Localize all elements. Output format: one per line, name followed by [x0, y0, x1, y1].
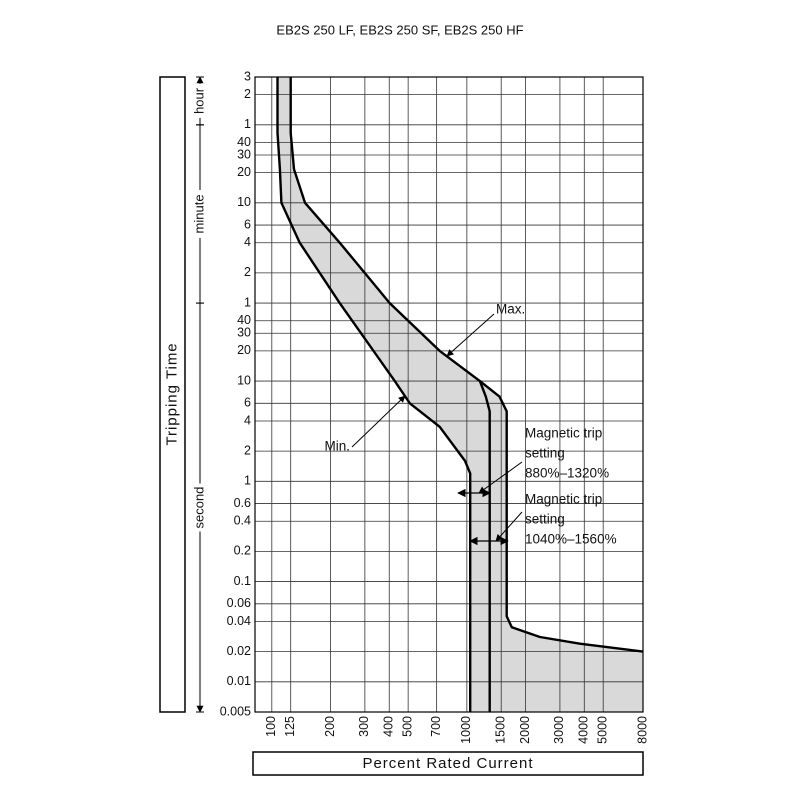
unit-label: hour: [191, 87, 206, 114]
y-tick-label: 4: [244, 235, 251, 249]
annotation-arrow: [446, 313, 495, 357]
unit-label-bg: [193, 83, 207, 118]
x-axis-label: Percent Rated Current: [362, 755, 533, 772]
y-tick-label: 20: [237, 343, 251, 357]
y-tick-label: 0.01: [227, 674, 251, 688]
trip-band: [277, 77, 643, 712]
annotation: 1040%–1560%: [525, 532, 617, 547]
trip-curve: [276, 77, 472, 712]
x-tick-label: 200: [323, 716, 337, 737]
y-tick-label: 0.005: [220, 704, 251, 718]
annotation: setting: [525, 446, 565, 461]
y-tick-label: 3: [244, 69, 251, 83]
annotation: Min.: [324, 439, 350, 454]
annotation: Max.: [496, 302, 525, 317]
x-tick-label: 5000: [595, 716, 609, 744]
x-tick-label: 1000: [459, 716, 473, 744]
annotation-arrow: [351, 395, 406, 448]
y-tick-label: 30: [237, 147, 251, 161]
y-tick-label: 6: [244, 217, 251, 231]
unit-label: minute: [191, 194, 206, 233]
x-tick-label: 400: [382, 716, 396, 737]
x-tick-label: 125: [283, 716, 297, 737]
y-tick-label: 10: [237, 195, 251, 209]
y-tick-label: 1: [244, 295, 251, 309]
y-tick-label: 0.4: [234, 514, 251, 528]
y-tick-label: 20: [237, 165, 251, 179]
y-tick-label: 2: [244, 87, 251, 101]
x-label-box: [252, 751, 644, 776]
annotation-arrow: [478, 461, 523, 494]
y-label-box: [159, 76, 186, 713]
unit-label: second: [191, 487, 206, 529]
y-tick-label: 0.04: [227, 614, 251, 628]
y-tick-label: 0.02: [227, 644, 251, 658]
x-tick-label: 700: [429, 716, 443, 737]
y-tick-label: 4: [244, 413, 251, 427]
y-tick-label: 0.6: [234, 496, 251, 510]
x-tick-label: 2000: [518, 716, 532, 744]
x-tick-label: 8000: [635, 716, 649, 744]
x-tick-label: 1500: [493, 716, 507, 744]
annotation: setting: [525, 512, 565, 527]
x-tick-label: 100: [264, 716, 278, 737]
y-tick-label: 10: [237, 373, 251, 387]
unit-label-bg: [193, 189, 207, 238]
y-axis-label: Tripping Time: [163, 342, 180, 445]
x-tick-label: 4000: [577, 716, 591, 744]
trip-curve: [478, 380, 491, 712]
y-tick-label: 6: [244, 396, 251, 410]
x-tick-label: 3000: [552, 716, 566, 744]
y-tick-label: 40: [237, 135, 251, 149]
y-tick-label: 0.2: [234, 544, 251, 558]
chart-title: EB2S 250 LF, EB2S 250 SF, EB2S 250 HF: [276, 22, 523, 37]
unit-label-bg: [193, 483, 207, 532]
y-tick-label: 1: [244, 474, 251, 488]
annotation-arrow: [495, 511, 523, 542]
annotation: Magnetic trip: [525, 426, 602, 441]
y-tick-label: 0.06: [227, 596, 251, 610]
y-tick-label: 2: [244, 443, 251, 457]
x-tick-label: 500: [400, 716, 414, 737]
plot-frame: [254, 76, 644, 713]
y-tick-label: 30: [237, 326, 251, 340]
y-tick-label: 2: [244, 265, 251, 279]
annotation: Magnetic trip: [525, 492, 602, 507]
annotation: 880%–1320%: [525, 466, 609, 481]
y-tick-label: 1: [244, 117, 251, 131]
y-tick-label: 40: [237, 313, 251, 327]
x-tick-label: 300: [357, 716, 371, 737]
y-tick-label: 0.1: [234, 574, 251, 588]
